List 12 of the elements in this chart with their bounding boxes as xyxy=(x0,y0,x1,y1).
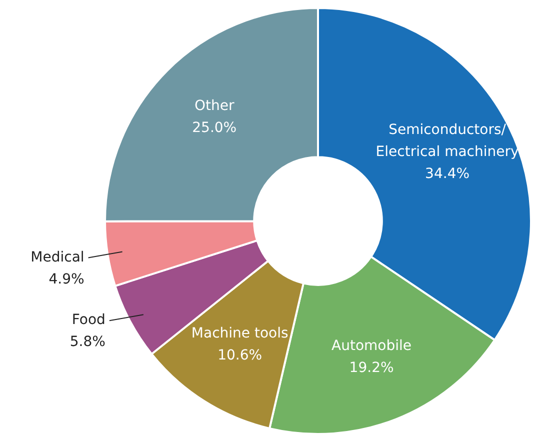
slice-label: Automobile xyxy=(332,338,412,354)
data-label: 19.2% xyxy=(349,360,394,376)
data-label: 4.9% xyxy=(48,271,84,288)
slice-label: Medical xyxy=(30,249,84,266)
slice-label: Food xyxy=(72,312,106,328)
data-label: 10.6% xyxy=(218,347,262,364)
slice-label: Other xyxy=(194,98,234,114)
data-label: 5.8% xyxy=(70,334,106,350)
slice-label: Semiconductors/ Electrical machinery xyxy=(376,122,519,160)
data-label: 25.0% xyxy=(192,120,237,136)
data-label: 34.4% xyxy=(425,166,470,182)
slice-label: Machine tools xyxy=(191,325,288,342)
